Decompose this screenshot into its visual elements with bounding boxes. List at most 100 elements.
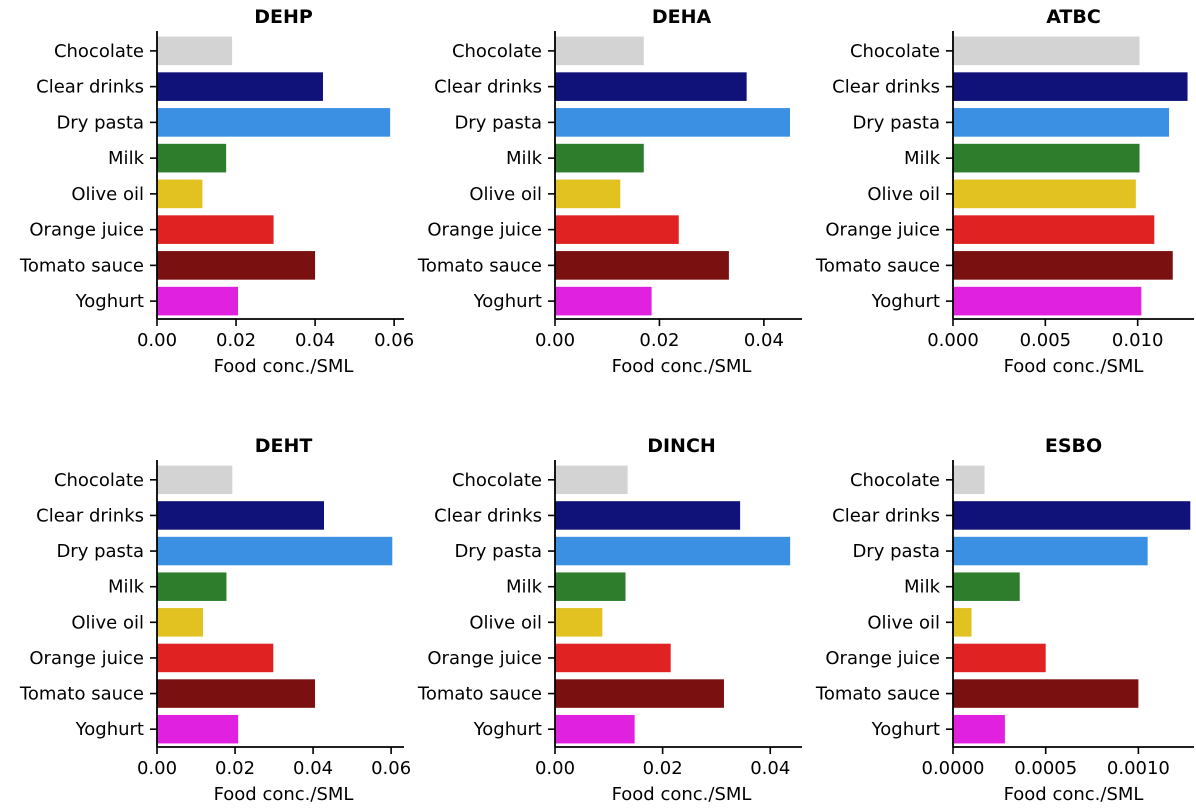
panel-2-bar-yoghurt [555, 286, 652, 316]
panel-4-ytick-label: Orange juice [29, 648, 144, 669]
panel-6-bar-milk [953, 572, 1020, 601]
panel-6-xtick-label: 0.0010 [1107, 758, 1170, 779]
panel-4-xtick-label: 0.06 [371, 758, 411, 779]
panel-2-ytick-label: Tomato sauce [417, 255, 542, 276]
panel-6-bar-yoghurt [953, 714, 1005, 744]
panel-6-ytick-label: Dry pasta [852, 541, 940, 562]
panel-6-bar-dry-pasta [953, 536, 1148, 566]
panel-2-ytick-label: Orange juice [427, 220, 542, 241]
panel-3-ytick-label: Dry pasta [852, 112, 940, 133]
panel-6-xlabel: Food conc./SML [1004, 784, 1144, 805]
panel-5-ytick-label: Dry pasta [454, 541, 542, 562]
panel-3-ytick-label: Tomato sauce [815, 255, 940, 276]
panel-5-xtick-label: 0.00 [535, 758, 575, 779]
panel-1-bar-clear-drinks [157, 72, 323, 101]
panel-3-bar-milk [953, 143, 1140, 173]
panel-6-bar-tomato-sauce [953, 679, 1139, 708]
panel-1-bar-olive-oil [157, 179, 203, 209]
panel-3-bar-chocolate [953, 36, 1140, 66]
panel-6-ytick-label: Tomato sauce [815, 684, 940, 705]
panel-2-bar-chocolate [555, 36, 644, 66]
panel-2-title: DEHA [652, 6, 712, 28]
panel-3-bar-clear-drinks [953, 72, 1188, 101]
panel-1-bar-milk [157, 143, 227, 173]
panel-4-ytick-label: Yoghurt [75, 719, 144, 740]
panel-4-xlabel: Food conc./SML [214, 784, 354, 805]
panel-1-xtick-label: 0.04 [295, 330, 335, 351]
panel-5-bar-tomato-sauce [555, 679, 724, 708]
panel-3-ytick-label: Orange juice [825, 220, 940, 241]
panel-5-bar-chocolate [555, 465, 628, 495]
panel-3-xtick-label: 0.000 [927, 330, 979, 351]
panel-5-ytick-label: Tomato sauce [417, 684, 542, 705]
panel-1-ytick-label: Milk [108, 148, 145, 169]
panel-5-ytick-label: Milk [506, 577, 543, 598]
panel-2-ytick-label: Dry pasta [454, 112, 542, 133]
panel-3-xtick-label: 0.010 [1112, 330, 1164, 351]
panel-4-xtick-label: 0.02 [215, 758, 255, 779]
panel-2-xtick-label: 0.00 [535, 330, 575, 351]
panel-1-ytick-label: Clear drinks [36, 77, 144, 98]
panel-6-ytick-label: Olive oil [867, 612, 940, 633]
panel-4-title: DEHT [255, 435, 313, 457]
panel-6-bar-olive-oil [953, 608, 972, 637]
panel-3-ytick-label: Clear drinks [832, 77, 940, 98]
panel-5-ytick-label: Olive oil [469, 612, 542, 633]
panel-2-xtick-label: 0.04 [744, 330, 784, 351]
panel-4-bar-clear-drinks [157, 501, 325, 530]
panel-3-bar-tomato-sauce [953, 251, 1173, 280]
panel-4-bar-dry-pasta [157, 536, 393, 566]
panel-5-bar-olive-oil [555, 608, 603, 637]
panel-6-bar-chocolate [953, 465, 985, 495]
panel-4-ytick-label: Dry pasta [56, 541, 144, 562]
panel-4-bar-orange-juice [157, 643, 274, 673]
panel-6-ytick-label: Chocolate [850, 470, 940, 491]
panel-1-ytick-label: Yoghurt [75, 291, 144, 312]
panel-3-bar-dry-pasta [953, 108, 1170, 137]
panel-3-bar-olive-oil [953, 179, 1136, 209]
panel-3-xtick-label: 0.005 [1020, 330, 1072, 351]
panel-1-ytick-label: Orange juice [29, 220, 144, 241]
panel-1-bar-orange-juice [157, 215, 274, 244]
panel-4-ytick-label: Clear drinks [36, 505, 144, 526]
panel-2-bar-dry-pasta [555, 108, 790, 137]
panel-1-bar-yoghurt [157, 286, 239, 316]
panel-1-xlabel: Food conc./SML [214, 356, 354, 377]
panel-4-bar-milk [157, 572, 227, 601]
panel-6-xtick-label: 0.0000 [922, 758, 985, 779]
panel-1-xtick-label: 0.06 [374, 330, 414, 351]
panel-2-bar-milk [555, 143, 644, 173]
panel-1-bar-chocolate [157, 36, 233, 66]
panel-6-bar-clear-drinks [953, 501, 1191, 530]
panel-3-title: ATBC [1046, 6, 1101, 28]
panel-5-title: DINCH [647, 435, 716, 457]
panel-5-xlabel: Food conc./SML [612, 784, 752, 805]
panel-4-xtick-label: 0.00 [137, 758, 177, 779]
panel-3-bar-orange-juice [953, 215, 1155, 244]
panel-2-bar-olive-oil [555, 179, 621, 209]
panel-4-ytick-label: Chocolate [54, 470, 144, 491]
panel-5-bar-yoghurt [555, 714, 635, 744]
panel-2-ytick-label: Milk [506, 148, 543, 169]
panel-2-bar-orange-juice [555, 215, 679, 244]
panel-5-ytick-label: Orange juice [427, 648, 542, 669]
panel-5-ytick-label: Yoghurt [473, 719, 542, 740]
panel-1-xtick-label: 0.02 [216, 330, 256, 351]
panel-5-bar-clear-drinks [555, 501, 741, 530]
panel-6-ytick-label: Milk [904, 577, 941, 598]
panel-4-bar-tomato-sauce [157, 679, 316, 708]
panel-2-ytick-label: Yoghurt [473, 291, 542, 312]
panel-3-xlabel: Food conc./SML [1004, 356, 1144, 377]
panel-1-bar-tomato-sauce [157, 251, 316, 280]
panel-4-xtick-label: 0.04 [293, 758, 333, 779]
panel-1-ytick-label: Dry pasta [56, 112, 144, 133]
panel-5-bar-orange-juice [555, 643, 671, 673]
panel-3-ytick-label: Olive oil [867, 184, 940, 205]
panel-6-ytick-label: Yoghurt [871, 719, 940, 740]
panel-2-bar-tomato-sauce [555, 251, 729, 280]
panel-4-ytick-label: Milk [108, 577, 145, 598]
panel-5-bar-milk [555, 572, 626, 601]
panel-3-bar-yoghurt [953, 286, 1142, 316]
